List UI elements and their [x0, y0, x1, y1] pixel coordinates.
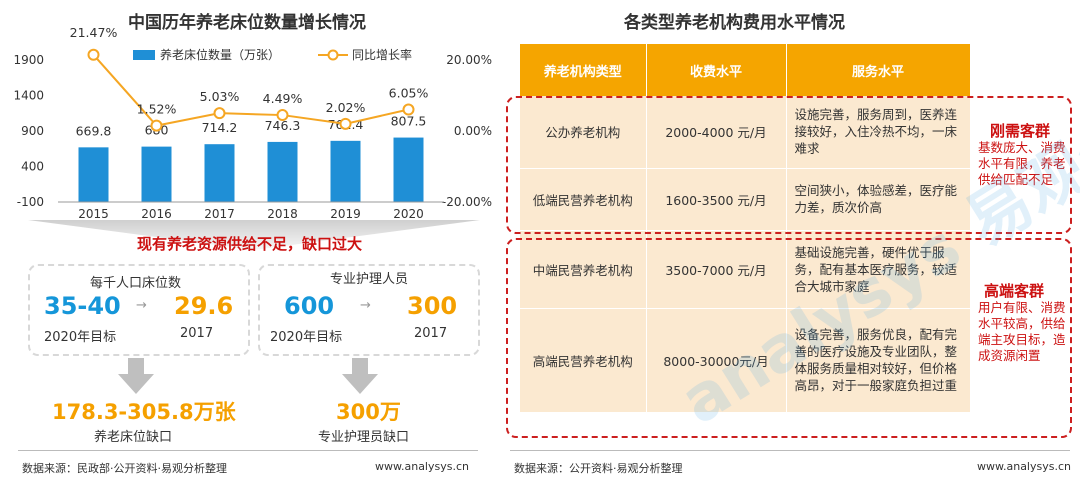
y-axis-tick-label: -100 — [17, 195, 44, 209]
bed-growth-chart: 1900 1400 900 400 -100 20.00% 0.00% -20.00% 669.… — [0, 0, 500, 230]
x-axis-tick-label: 2017 — [204, 207, 235, 221]
y2-axis-tick-label: 0.00% — [454, 124, 492, 138]
card-2-actual-value: 300 — [407, 292, 458, 320]
arrow-right-icon: → — [136, 298, 147, 313]
x-axis-tick-label: 2015 — [78, 207, 109, 221]
table-row: 公办养老机构 2000-4000 元/月 设施完善，服务周到，医养连接较好，入住… — [520, 96, 971, 169]
chart-svg: 1900 1400 900 400 -100 20.00% 0.00% -20.00% 669.… — [13, 25, 492, 221]
gap-nurses-label: 专业护理员缺口 — [318, 430, 410, 445]
legend-line-swatch — [318, 49, 348, 61]
footer-right-url: www.analysys.cn — [977, 460, 1071, 473]
table-header: 收费水平 — [646, 44, 787, 96]
footer-divider — [510, 450, 1070, 451]
card-1-actual-value: 29.6 — [174, 292, 234, 320]
table-cell-service: 基础设施完善，硬件优于服务，配有基本医疗服务，较适合大城市家庭 — [786, 230, 971, 309]
card-nursing-staff — [258, 264, 480, 356]
high-end-group — [506, 238, 1072, 438]
table-cell-type: 高端民营养老机构 — [520, 308, 647, 413]
line-data-label: 6.05% — [389, 86, 429, 101]
table-cell-service: 设施完善，服务周到，医养连接较好，入住冷热不均，一床难求 — [786, 96, 971, 169]
card-1-target-label: 2020年目标 — [44, 330, 117, 345]
arrow-right-icon: → — [360, 298, 371, 313]
bar — [330, 140, 361, 202]
table-cell-fee: 1600-3500 元/月 — [646, 168, 787, 231]
arrow-down-icon — [118, 358, 154, 394]
growth-rate-point — [150, 119, 163, 132]
bar-data-label: 807.5 — [391, 114, 427, 129]
line-data-label: 4.49% — [263, 91, 303, 106]
bar — [141, 146, 172, 202]
x-axis-tick-label: 2018 — [267, 207, 298, 221]
table-cell-service: 空间狭小，体验感差，医疗能力差，质次价高 — [786, 168, 971, 231]
card-2-target-label: 2020年目标 — [270, 330, 343, 345]
table-cell-fee: 2000-4000 元/月 — [646, 96, 787, 169]
growth-rate-point — [87, 48, 100, 61]
side-note-1-title: 刚需客群 — [990, 122, 1051, 140]
line-data-label: 5.03% — [200, 89, 240, 104]
table-cell-fee: 8000-30000元/月 — [646, 308, 787, 413]
growth-rate-point — [339, 117, 352, 130]
growth-rate-point — [402, 103, 415, 116]
legend-line-label: 同比增长率 — [352, 48, 413, 62]
table-cell-fee: 3500-7000 元/月 — [646, 230, 787, 309]
x-axis-tick-label: 2016 — [141, 207, 172, 221]
arrow-down-icon — [342, 358, 378, 394]
legend-bar-label: 养老床位数量（万张） — [160, 48, 281, 62]
gap-beds-label: 养老床位缺口 — [94, 430, 173, 445]
table-row: 低端民营养老机构 1600-3500 元/月 空间狭小，体验感差，医疗能力差，质… — [520, 168, 971, 231]
table-cell-service: 设备完善，服务优良，配有完善的医疗设施及专业团队，整体服务质量相对较好，但价格高… — [786, 308, 971, 413]
rigid-demand-group — [506, 96, 1072, 234]
growth-rate-point — [276, 109, 289, 122]
card-2-target-value: 600 — [284, 292, 335, 320]
x-axis-tick-label: 2020 — [393, 207, 424, 221]
bar-data-label: 714.2 — [202, 120, 238, 135]
table-header: 服务水平 — [786, 44, 971, 96]
y2-axis-tick-label: 20.00% — [446, 53, 492, 67]
line-data-label: 21.47% — [70, 25, 118, 40]
table-cell-type: 中端民营养老机构 — [520, 230, 647, 309]
banner-shape — [28, 220, 480, 250]
gap-beds-value: 178.3-305.8万张 — [52, 400, 236, 424]
banner-text: 现有养老资源供给不足，缺口过大 — [137, 235, 363, 253]
y-axis-tick-label: 1900 — [13, 53, 44, 67]
y2-axis-tick-label: -20.00% — [442, 195, 492, 209]
side-note-2-text: 用户有限、消费水平较高，供给端主攻目标，造成资源闲置 — [978, 300, 1066, 363]
side-note-1-text: 基数庞大、消费水平有限，养老供给匹配不足 — [978, 140, 1066, 187]
table-row: 高端民营养老机构 8000-30000元/月 设备完善，服务优良，配有完善的医疗… — [520, 308, 971, 413]
side-note-2-title: 高端客群 — [984, 282, 1045, 300]
table-row: 中端民营养老机构 3500-7000 元/月 基础设施完善，硬件优于服务，配有基… — [520, 230, 971, 309]
footer-right-source: 数据来源：公开资料·易观分析整理 — [514, 462, 683, 475]
bar — [204, 144, 235, 202]
line-data-label: 1.52% — [137, 102, 177, 117]
line-data-label: 2.02% — [326, 100, 366, 115]
card-1-target-value: 35-40 — [44, 292, 121, 320]
table-cell-type: 公办养老机构 — [520, 96, 647, 169]
bar — [78, 147, 109, 202]
fee-table: 养老机构类型 收费水平 服务水平 公办养老机构 2000-4000 元/月 设施… — [520, 44, 971, 413]
card-1-actual-label: 2017 — [180, 326, 214, 341]
gap-nurses-value: 300万 — [336, 400, 401, 424]
bar-data-label: 669.8 — [76, 123, 112, 138]
bar-data-label: 746.3 — [265, 118, 301, 133]
y-axis-tick-label: 900 — [21, 124, 44, 138]
legend-bar-swatch — [133, 50, 155, 60]
table-cell-type: 低端民营养老机构 — [520, 168, 647, 231]
card-2-label: 专业护理人员 — [330, 272, 409, 287]
card-2-actual-label: 2017 — [414, 326, 448, 341]
card-1-label: 每千人口床位数 — [90, 276, 182, 291]
bar — [267, 141, 298, 202]
growth-rate-line — [92, 54, 409, 127]
left-title: 中国历年养老床位数量增长情况 — [128, 13, 366, 33]
y-axis-tick-label: 400 — [21, 160, 44, 174]
card-beds-per-thousand — [28, 264, 250, 356]
table-header: 养老机构类型 — [520, 44, 647, 96]
right-title: 各类型养老机构费用水平情况 — [624, 13, 845, 33]
footer-left-url: www.analysys.cn — [375, 460, 469, 473]
growth-rate-point — [213, 107, 226, 120]
bar — [393, 137, 424, 202]
footer-left-source: 数据来源：民政部·公开资料·易观分析整理 — [22, 462, 227, 475]
y-axis-tick-label: 1400 — [13, 89, 44, 103]
x-axis-tick-label: 2019 — [330, 207, 361, 221]
footer-divider — [18, 450, 478, 451]
